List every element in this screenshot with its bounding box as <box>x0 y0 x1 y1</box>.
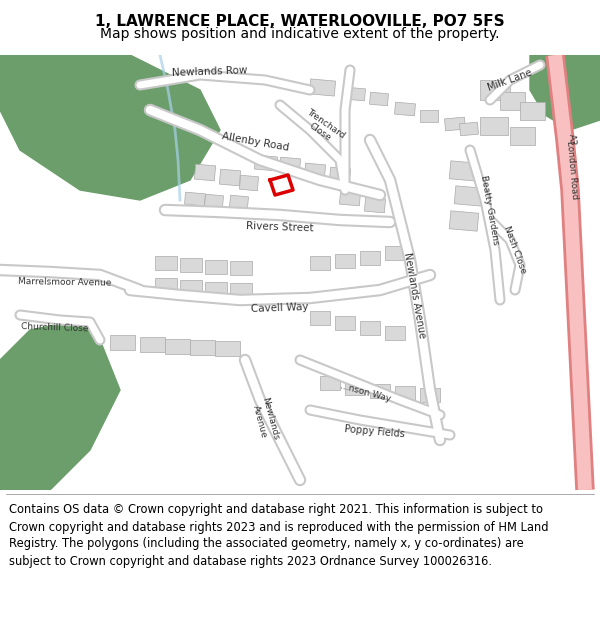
Text: 1, LAWRENCE PLACE, WATERLOOVILLE, PO7 5FS: 1, LAWRENCE PLACE, WATERLOOVILLE, PO7 5F… <box>95 14 505 29</box>
Bar <box>155 278 177 290</box>
Bar <box>385 246 405 260</box>
Bar <box>460 122 478 136</box>
Polygon shape <box>270 175 293 195</box>
Bar <box>165 339 190 354</box>
Text: Newlands Row: Newlands Row <box>172 66 248 78</box>
Bar <box>310 79 335 96</box>
Text: A3: A3 <box>567 134 577 146</box>
Bar <box>364 197 386 213</box>
Bar <box>360 321 380 335</box>
Text: Trenchard
Close: Trenchard Close <box>299 107 347 149</box>
Bar <box>194 164 215 181</box>
Text: Contains OS data © Crown copyright and database right 2021. This information is : Contains OS data © Crown copyright and d… <box>9 504 548 568</box>
Polygon shape <box>0 55 220 200</box>
Bar <box>420 110 438 122</box>
Text: Poppy Fields: Poppy Fields <box>344 424 406 439</box>
Text: London Road: London Road <box>565 141 579 199</box>
Bar <box>449 161 479 181</box>
Text: Marrelsmoor Avenue: Marrelsmoor Avenue <box>18 277 112 288</box>
Text: Beatty Gardens: Beatty Gardens <box>479 174 500 246</box>
Text: Allenby Road: Allenby Road <box>221 131 289 153</box>
Text: ...nson Way: ...nson Way <box>338 381 391 403</box>
Text: Map shows position and indicative extent of the property.: Map shows position and indicative extent… <box>100 28 500 41</box>
Text: Newlands
Avenue: Newlands Avenue <box>250 396 280 444</box>
Bar <box>239 175 259 191</box>
Text: Rivers Street: Rivers Street <box>246 221 314 233</box>
Bar <box>520 102 545 120</box>
Bar <box>344 87 365 101</box>
Bar <box>185 192 205 206</box>
Bar <box>110 335 135 350</box>
Bar <box>205 282 227 294</box>
Bar <box>205 260 227 274</box>
Bar <box>420 388 440 402</box>
Polygon shape <box>530 55 600 130</box>
Bar <box>220 169 241 186</box>
Bar <box>510 127 535 145</box>
Bar <box>310 256 330 270</box>
Text: Nash Close: Nash Close <box>502 225 528 275</box>
Bar <box>304 163 326 179</box>
Bar <box>370 384 390 398</box>
Bar <box>140 337 165 352</box>
Bar <box>360 251 380 265</box>
Bar <box>230 283 252 295</box>
Bar <box>395 102 415 116</box>
Bar <box>215 341 240 356</box>
Bar <box>230 261 252 275</box>
Bar <box>190 340 215 355</box>
Bar <box>480 117 508 135</box>
Bar <box>345 381 365 395</box>
Bar <box>280 157 301 173</box>
Bar <box>340 190 361 206</box>
Bar <box>180 258 202 272</box>
Bar <box>230 195 248 209</box>
Bar <box>395 386 415 400</box>
Text: Milk Lane: Milk Lane <box>487 68 533 92</box>
Bar <box>385 326 405 340</box>
Bar <box>254 155 278 171</box>
Bar <box>445 117 466 131</box>
Text: Churchill Close: Churchill Close <box>21 322 89 334</box>
Text: Cavell Way: Cavell Way <box>251 302 309 314</box>
Bar <box>310 311 330 325</box>
Text: Newlands Avenue: Newlands Avenue <box>403 251 427 339</box>
Bar <box>480 80 510 100</box>
Bar <box>180 280 202 292</box>
Bar <box>329 167 350 183</box>
Bar <box>449 211 479 231</box>
Bar <box>320 376 340 390</box>
Bar <box>500 92 525 110</box>
Bar <box>155 256 177 270</box>
Bar <box>205 194 223 208</box>
Bar <box>454 186 484 206</box>
Polygon shape <box>0 320 120 490</box>
Bar <box>370 92 388 106</box>
Bar <box>335 254 355 268</box>
Bar <box>335 316 355 330</box>
